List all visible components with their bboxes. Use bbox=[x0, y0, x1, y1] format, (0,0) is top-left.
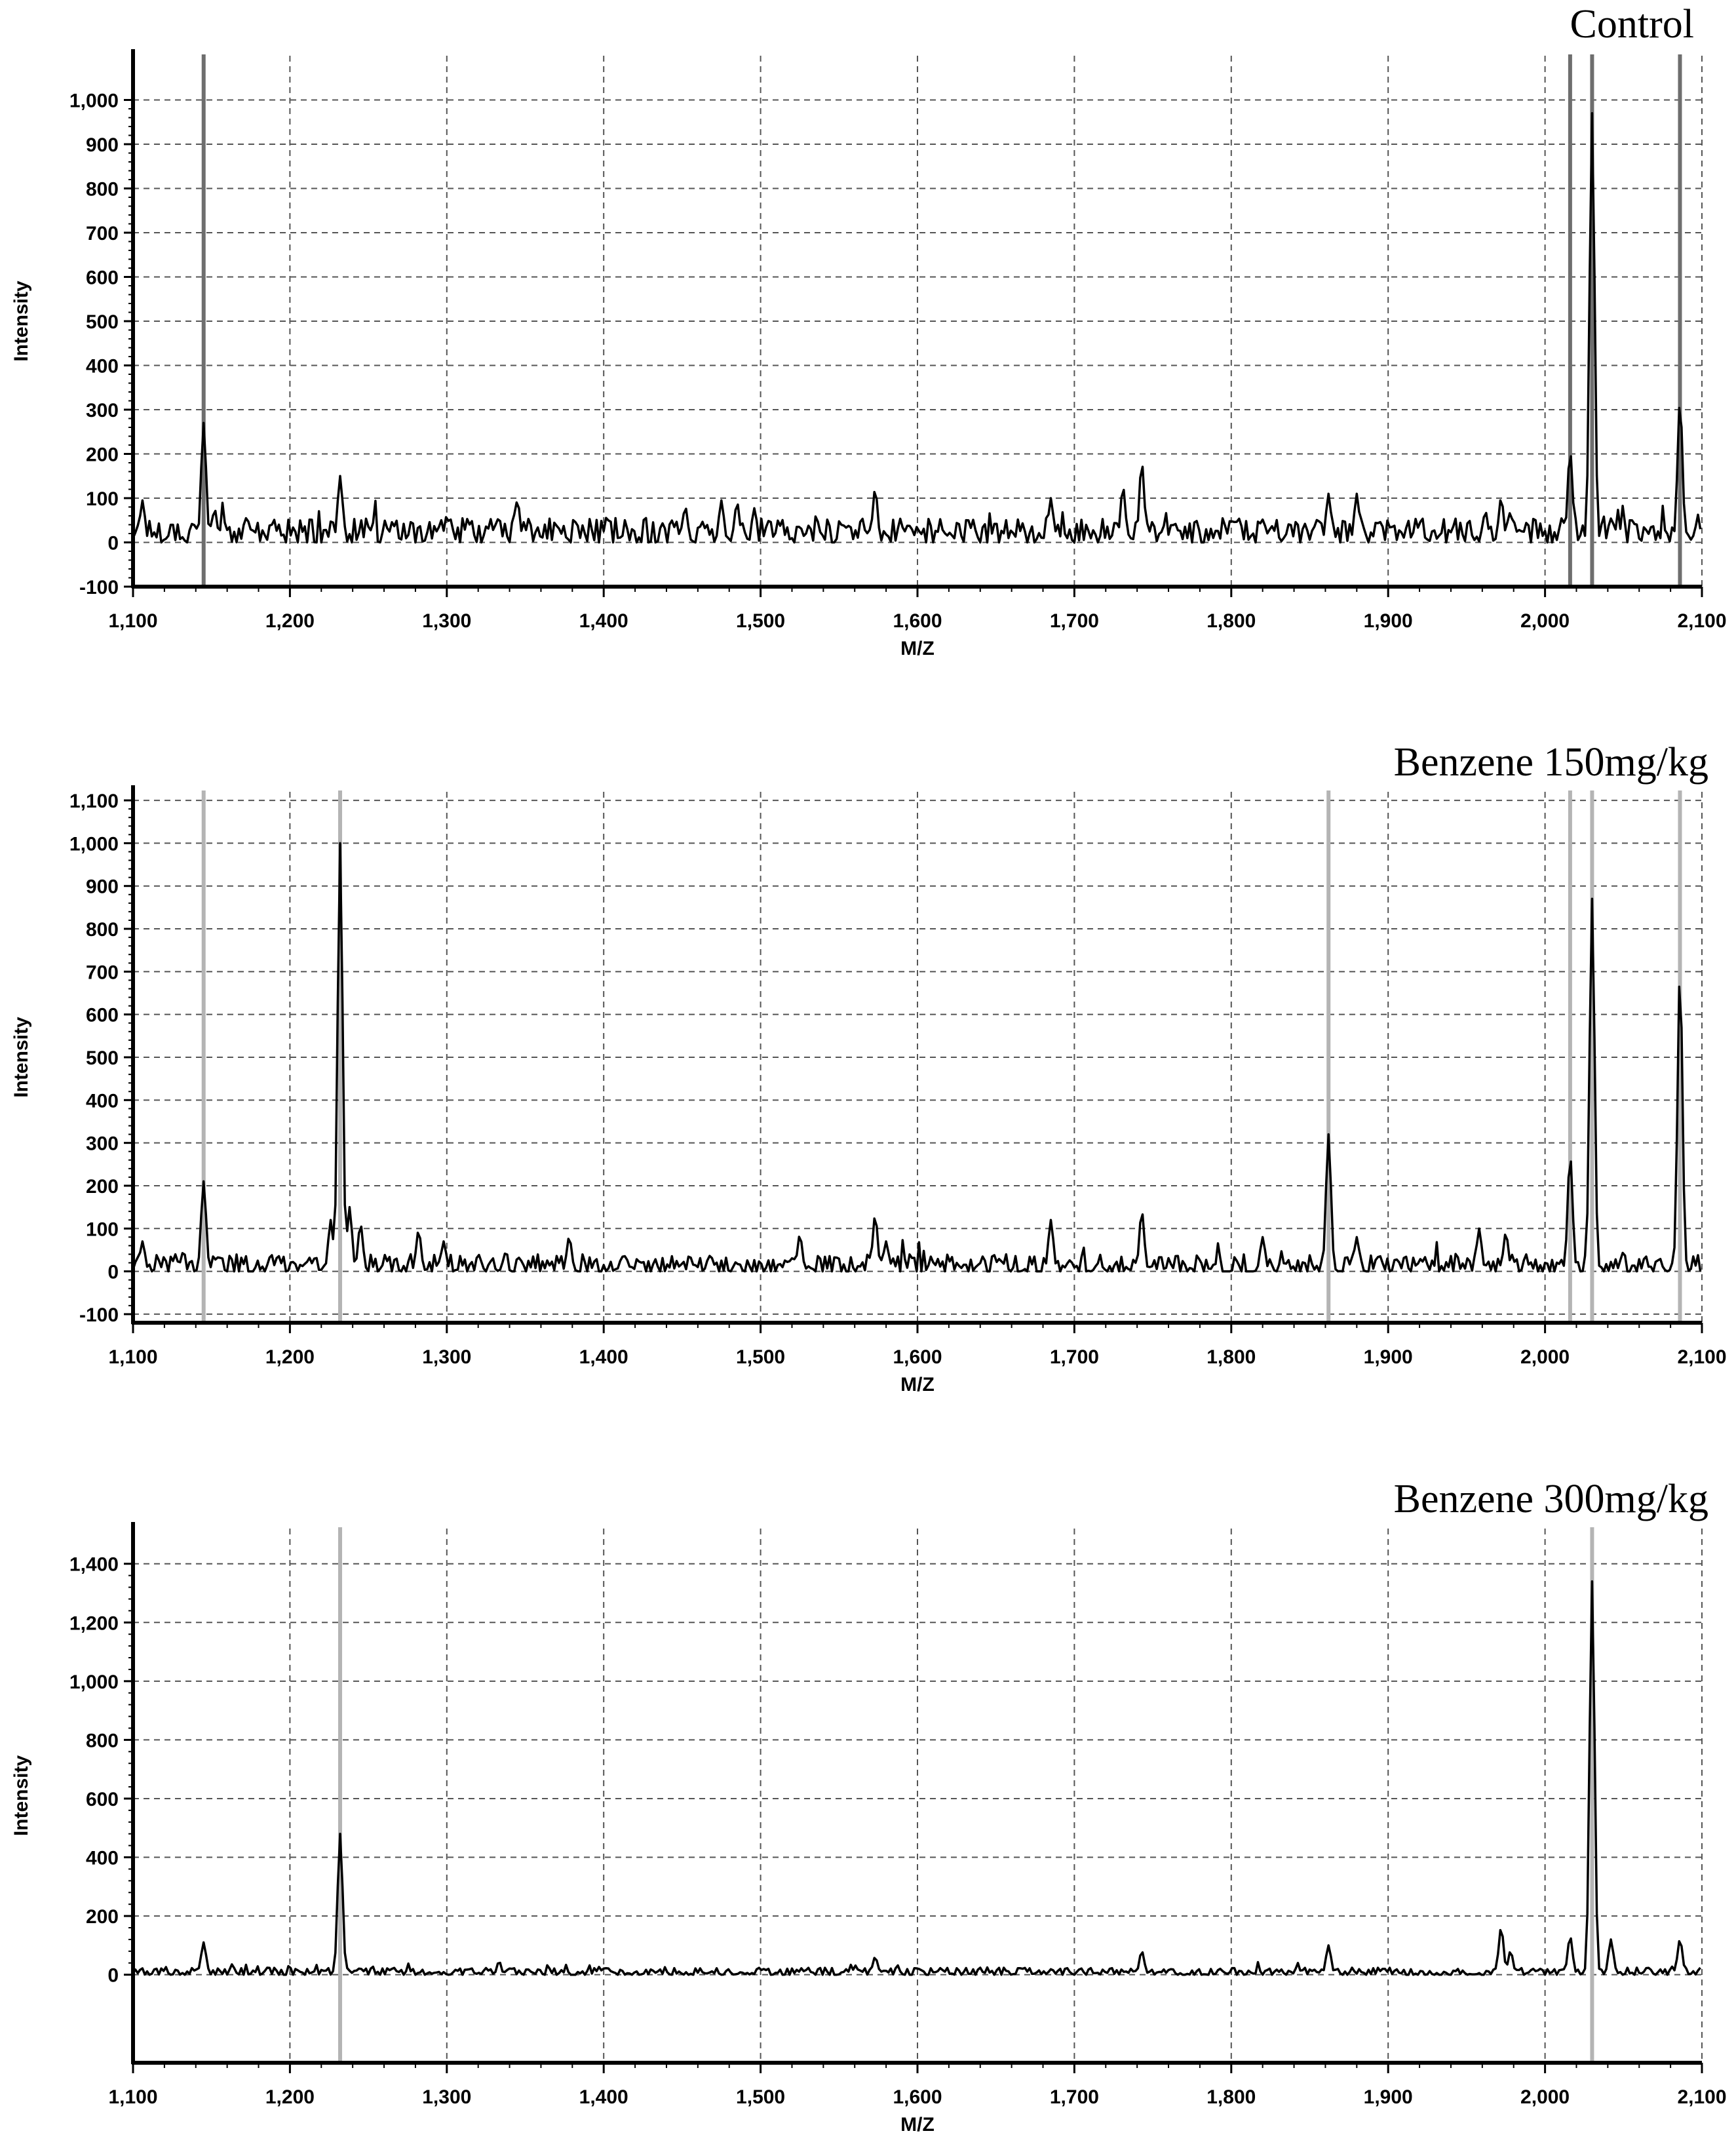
x-tick-label: 1,700 bbox=[1050, 610, 1099, 632]
x-tick-label: 2,100 bbox=[1677, 2086, 1726, 2108]
panel-title: Benzene 300mg/kg bbox=[1394, 1477, 1708, 1521]
x-tick-label: 1,100 bbox=[108, 610, 157, 632]
x-tick-label: 1,200 bbox=[265, 1346, 315, 1368]
x-tick-label: 1,100 bbox=[108, 2086, 157, 2108]
y-tick-label: 200 bbox=[86, 1906, 119, 1928]
y-tick-label: 600 bbox=[86, 1789, 119, 1810]
y-tick-label: 600 bbox=[86, 1005, 119, 1026]
x-tick-label: 1,700 bbox=[1050, 2086, 1099, 2108]
x-tick-label: 1,800 bbox=[1206, 1346, 1256, 1368]
x-tick-label: 2,000 bbox=[1520, 2086, 1570, 2108]
y-tick-label: 800 bbox=[86, 1730, 119, 1751]
x-tick-label: 2,100 bbox=[1677, 1346, 1726, 1368]
spectrum-trace bbox=[132, 112, 1702, 544]
y-tick-label: 0 bbox=[107, 1262, 119, 1283]
y-tick-label: -100 bbox=[79, 577, 119, 598]
y-axis-label: Intensity bbox=[10, 281, 32, 362]
x-tick-label: 1,400 bbox=[579, 2086, 628, 2108]
x-tick-label: 1,600 bbox=[893, 2086, 942, 2108]
x-tick-label: 1,300 bbox=[422, 1346, 471, 1368]
y-tick-label: 1,000 bbox=[69, 833, 119, 855]
y-tick-label: 700 bbox=[86, 962, 119, 983]
y-tick-label: 1,000 bbox=[69, 1671, 119, 1693]
y-tick-label: 1,200 bbox=[69, 1612, 119, 1634]
x-tick-label: 1,700 bbox=[1050, 1346, 1099, 1368]
x-tick-label: 1,300 bbox=[422, 2086, 471, 2108]
spectrum-panel-3: Benzene 300mg/kg 0 200 400 600 800 1,000 1,200 1… bbox=[10, 1477, 1727, 2136]
x-tick-label: 2,000 bbox=[1520, 1346, 1570, 1368]
y-tick-label: 300 bbox=[86, 1133, 119, 1155]
y-tick-label: 1,100 bbox=[69, 790, 119, 812]
x-tick-label: 1,500 bbox=[736, 610, 785, 632]
x-tick-label: 1,200 bbox=[265, 2086, 315, 2108]
spectrum-trace bbox=[132, 1580, 1701, 1976]
y-tick-label: 1,000 bbox=[69, 90, 119, 112]
x-tick-label: 2,100 bbox=[1677, 610, 1726, 632]
y-tick-label: 600 bbox=[86, 267, 119, 289]
y-tick-label: 0 bbox=[107, 1965, 119, 1987]
y-tick-label: 400 bbox=[86, 1848, 119, 1869]
x-tick-label: 1,800 bbox=[1206, 610, 1256, 632]
x-tick-label: 1,900 bbox=[1364, 610, 1413, 632]
x-tick-label: 1,200 bbox=[265, 610, 315, 632]
y-tick-label: 500 bbox=[86, 311, 119, 333]
x-tick-label: 1,100 bbox=[108, 1346, 157, 1368]
x-tick-label: 2,000 bbox=[1520, 610, 1570, 632]
spectrum-panel-2: Benzene 150mg/kg -100 0 100 200 300 400 500 600 7… bbox=[10, 740, 1727, 1395]
spectrum-trace bbox=[132, 842, 1702, 1273]
x-axis-label: M/Z bbox=[900, 2114, 935, 2136]
y-tick-label: 400 bbox=[86, 1090, 119, 1112]
y-tick-label: 200 bbox=[86, 1176, 119, 1198]
x-tick-label: 1,400 bbox=[579, 610, 628, 632]
x-tick-label: 1,500 bbox=[736, 2086, 785, 2108]
panel-title: Control bbox=[1570, 2, 1694, 47]
x-tick-label: 1,600 bbox=[893, 610, 942, 632]
panel-title: Benzene 150mg/kg bbox=[1394, 740, 1708, 785]
y-axis-label: Intensity bbox=[10, 1017, 32, 1098]
y-tick-label: 400 bbox=[86, 356, 119, 378]
y-tick-label: 300 bbox=[86, 400, 119, 421]
y-tick-label: 100 bbox=[86, 1219, 119, 1240]
x-tick-label: 1,400 bbox=[579, 1346, 628, 1368]
x-axis-label: M/Z bbox=[900, 1374, 935, 1395]
y-tick-label: -100 bbox=[79, 1304, 119, 1326]
y-tick-label: 200 bbox=[86, 444, 119, 466]
y-tick-label: 500 bbox=[86, 1047, 119, 1069]
x-tick-label: 1,600 bbox=[893, 1346, 942, 1368]
y-tick-label: 1,400 bbox=[69, 1554, 119, 1576]
y-tick-label: 900 bbox=[86, 134, 119, 156]
x-tick-label: 1,500 bbox=[736, 1346, 785, 1368]
x-tick-label: 1,900 bbox=[1364, 2086, 1413, 2108]
y-tick-label: 0 bbox=[107, 533, 119, 555]
y-axis-label: Intensity bbox=[10, 1755, 32, 1837]
spectrum-panel-1: Control -100 0 100 200 300 400 500 600 700 800 900 1… bbox=[10, 2, 1727, 659]
x-tick-label: 1,800 bbox=[1206, 2086, 1256, 2108]
y-tick-label: 700 bbox=[86, 223, 119, 244]
y-tick-label: 800 bbox=[86, 179, 119, 201]
x-axis-label: M/Z bbox=[900, 638, 935, 659]
y-tick-label: 100 bbox=[86, 488, 119, 510]
y-tick-label: 800 bbox=[86, 919, 119, 941]
x-tick-label: 1,300 bbox=[422, 610, 471, 632]
y-tick-label: 900 bbox=[86, 876, 119, 898]
x-tick-label: 1,900 bbox=[1364, 1346, 1413, 1368]
